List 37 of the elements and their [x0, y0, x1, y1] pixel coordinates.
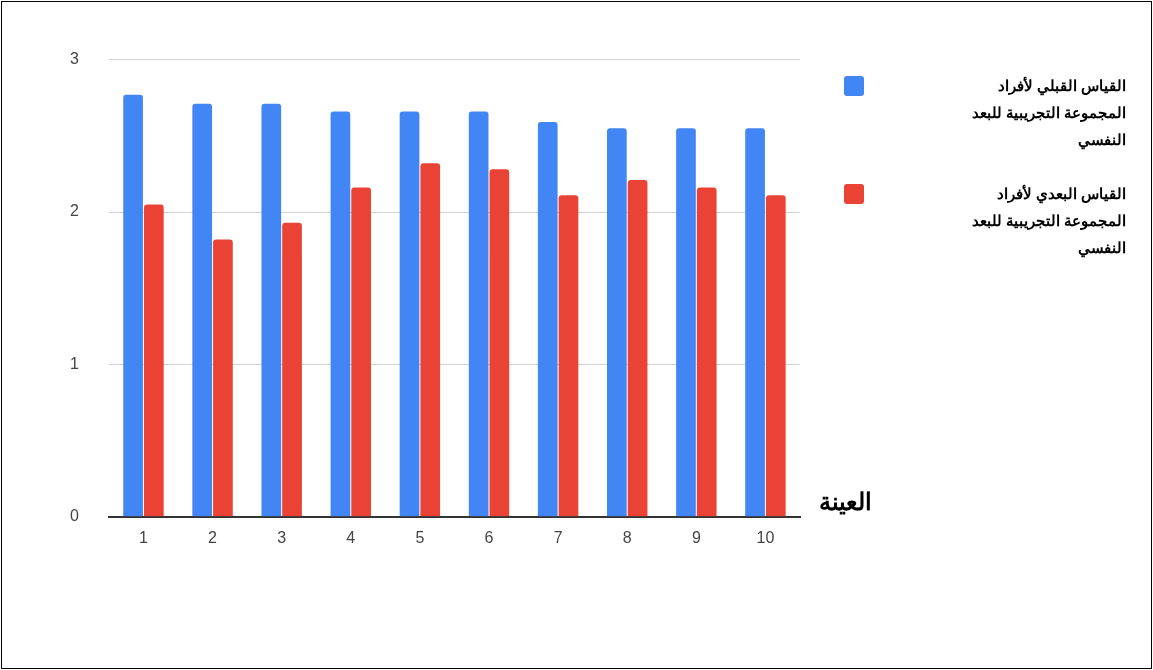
- x-tick-label: 5: [415, 528, 425, 546]
- bar: [745, 128, 765, 517]
- x-tick-label: 2: [208, 528, 218, 546]
- x-tick-label: 1: [139, 528, 148, 546]
- x-axis-title: العينة: [817, 488, 873, 516]
- x-tick-label: 10: [756, 528, 775, 546]
- bar: [489, 169, 510, 517]
- bar: [123, 94, 143, 517]
- x-tick-label: 4: [346, 528, 356, 546]
- x-tick-label: 6: [484, 528, 494, 546]
- bar: [330, 111, 351, 517]
- bar: [351, 187, 371, 517]
- bar: [282, 222, 302, 517]
- x-tick-label: 7: [553, 528, 563, 546]
- bar: [627, 180, 648, 517]
- bar: [192, 103, 213, 517]
- x-tick-label: 3: [277, 528, 287, 546]
- bar: [399, 111, 420, 517]
- bar: [213, 239, 233, 517]
- bar: [537, 122, 558, 517]
- y-tick-label: 0: [69, 507, 79, 525]
- bar: [143, 204, 164, 517]
- bar: [468, 111, 489, 517]
- y-tick-label: 3: [69, 50, 79, 68]
- bar: [676, 128, 696, 517]
- bar: [696, 187, 717, 517]
- text: القياس القبلي لأفراد المجموعة التجريبية للبعد النفسي: [970, 75, 1126, 152]
- text: القياس البعدي لأفراد المجموعة التجريبية للبعد النفسي: [970, 183, 1126, 260]
- y-tick-label: 2: [69, 202, 79, 220]
- bar: [558, 195, 579, 517]
- x-tick-label: 9: [691, 528, 701, 546]
- bar: [261, 103, 282, 517]
- y-tick-label: 1: [69, 354, 79, 372]
- bar: [765, 195, 786, 517]
- x-tick-label: 8: [622, 528, 632, 546]
- bar: [607, 128, 627, 517]
- bar: [420, 163, 441, 517]
